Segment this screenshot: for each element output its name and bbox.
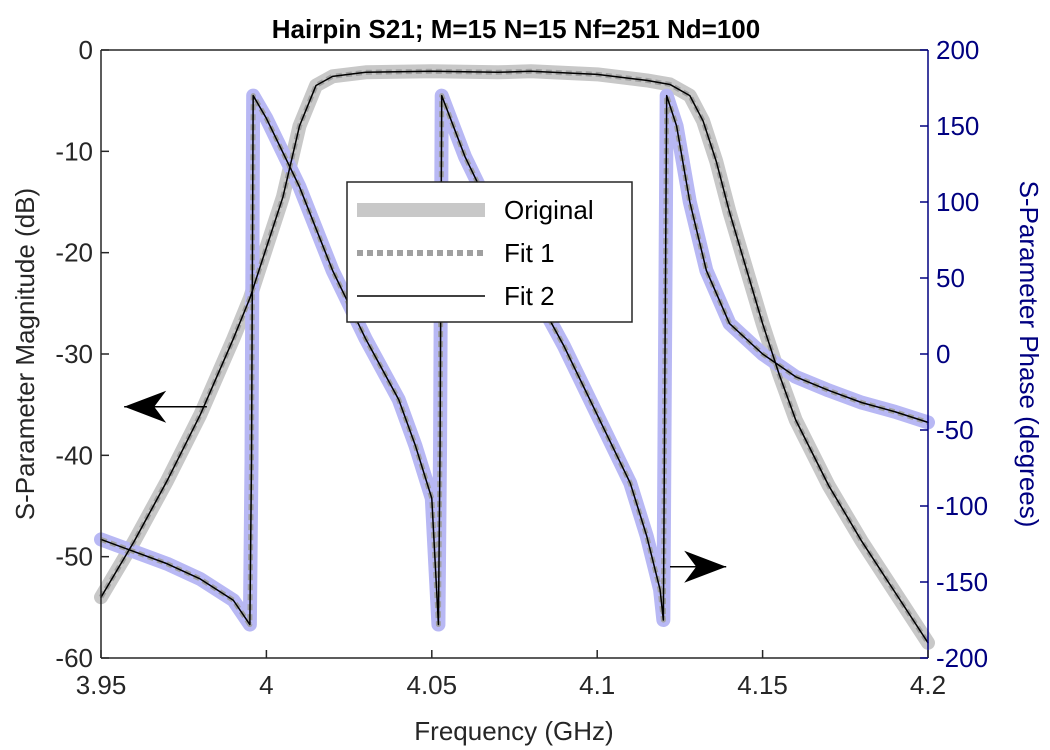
x-axis-title: Frequency (GHz) <box>414 716 613 746</box>
legend-label-original: Original <box>504 195 594 225</box>
arrow-left-icon <box>124 390 167 423</box>
x-tick-label: 4.05 <box>406 670 457 700</box>
y-right-tick-label: -50 <box>936 415 974 445</box>
y-axis-left-title: S-Parameter Magnitude (dB) <box>10 188 40 520</box>
x-tick-label: 3.95 <box>76 670 127 700</box>
arrow-right-icon <box>684 550 727 583</box>
y-right-tick-label: -200 <box>936 643 988 673</box>
legend-label-fit1: Fit 1 <box>504 238 555 268</box>
y-left-tick-label: -20 <box>55 238 93 268</box>
y-left-tick-label: -40 <box>55 440 93 470</box>
x-axis-ticks: 3.95 4 4.05 4.1 4.15 4.2 <box>76 650 946 700</box>
y-axis-right-title: S-Parameter Phase (degrees) <box>1014 181 1044 528</box>
x-tick-label: 4 <box>259 670 273 700</box>
y-left-tick-label: 0 <box>79 35 93 65</box>
legend-label-fit2: Fit 2 <box>504 281 555 311</box>
y-right-tick-label: 150 <box>936 111 979 141</box>
y-right-tick-label: 100 <box>936 187 979 217</box>
y-left-tick-label: -50 <box>55 542 93 572</box>
y-right-tick-label: 200 <box>936 35 979 65</box>
y-axis-right-ticks: 200 150 100 50 0 -50 -100 -150 -200 <box>920 35 988 673</box>
y-left-tick-label: -10 <box>55 136 93 166</box>
x-tick-label: 4.2 <box>910 670 946 700</box>
chart-annotations <box>124 390 727 583</box>
y-left-tick-label: -30 <box>55 339 93 369</box>
plot-area <box>101 50 928 658</box>
y-right-tick-label: -150 <box>936 567 988 597</box>
y-left-tick-label: -60 <box>55 643 93 673</box>
series-fit2-magnitude-line <box>100 70 929 644</box>
x-tick-label: 4.15 <box>737 670 788 700</box>
chart-title: Hairpin S21; M=15 N=15 Nf=251 Nd=100 <box>272 14 760 44</box>
y-right-tick-label: 50 <box>936 263 965 293</box>
y-right-tick-label: 0 <box>936 339 950 369</box>
y-axis-left-ticks: 0 -10 -20 -30 -40 -50 -60 <box>55 35 109 673</box>
x-tick-label: 4.1 <box>579 670 615 700</box>
y-right-tick-label: -100 <box>936 491 988 521</box>
legend: Original Fit 1 Fit 2 <box>346 181 633 323</box>
